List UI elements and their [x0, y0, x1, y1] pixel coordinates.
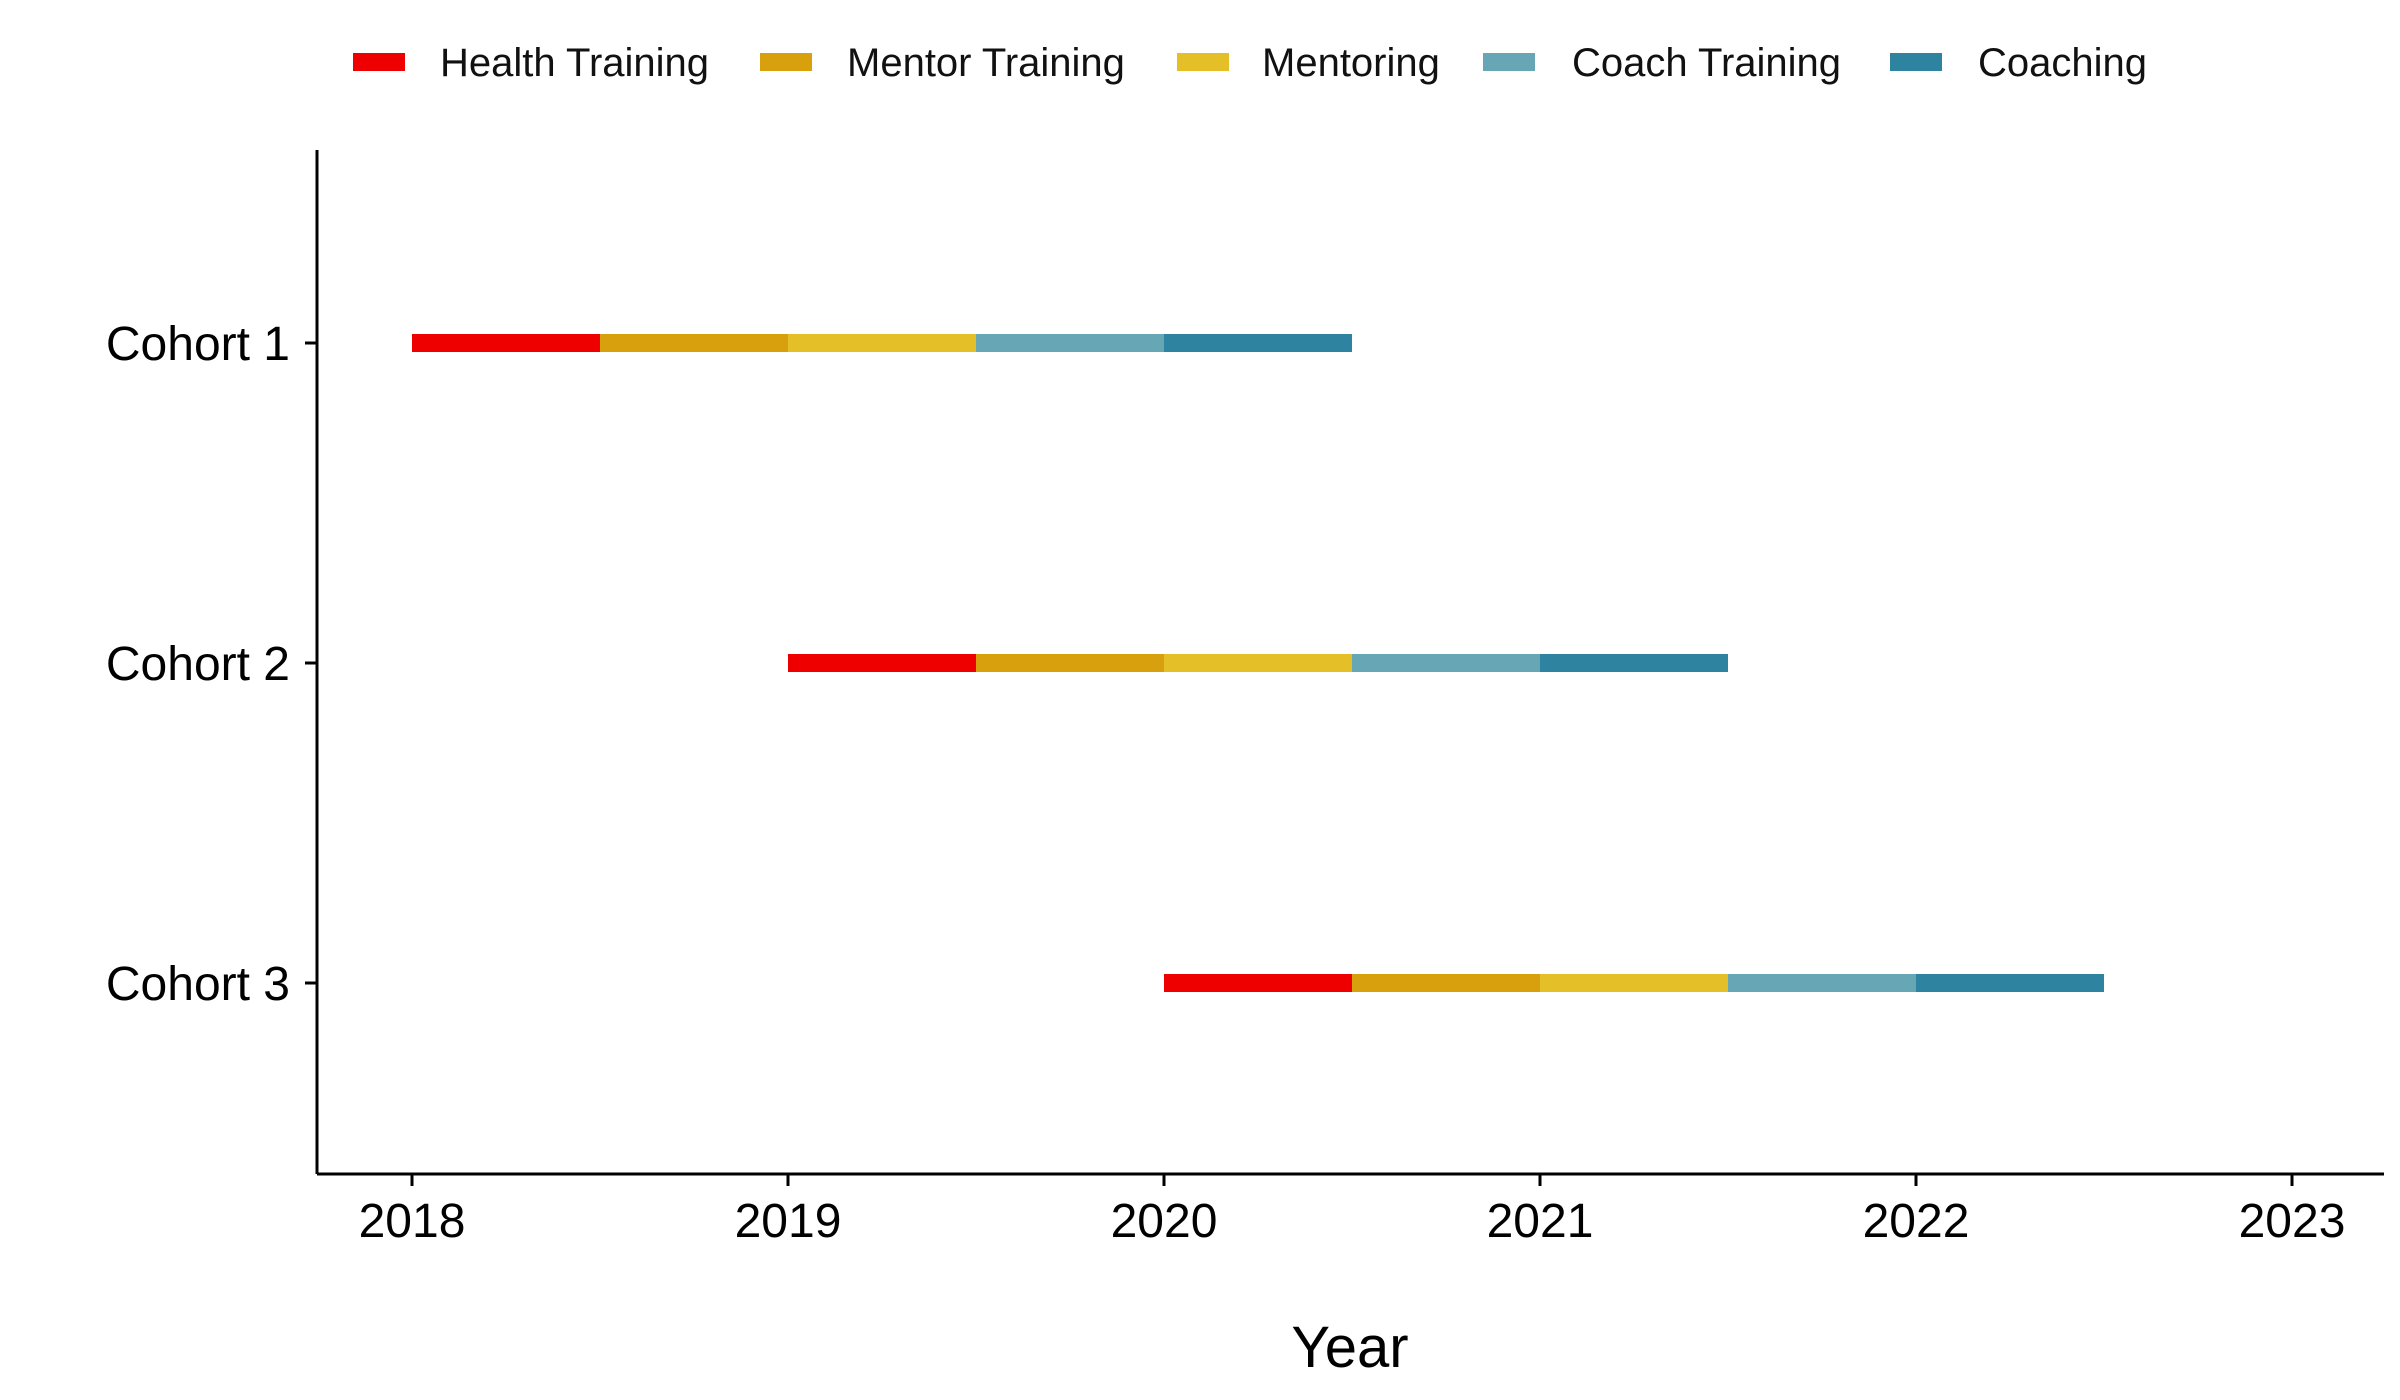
x-tick-label: 2022 [1863, 1195, 1970, 1248]
bar-cohort-3-mentoring [1540, 974, 1728, 992]
x-tick-label: 2021 [1487, 1195, 1594, 1248]
legend-label: Mentor Training [847, 41, 1125, 85]
legend-label: Coach Training [1572, 41, 1841, 85]
legend-item-coach-training: Coach Training [1483, 41, 1841, 85]
legend-swatch [353, 53, 405, 71]
bar-cohort-2-mentor-training [976, 654, 1164, 672]
bar-cohort-3-coach-training [1728, 974, 1916, 992]
x-tick-label: 2023 [2239, 1195, 2346, 1248]
legend-label: Health Training [440, 41, 709, 85]
y-tick-label: Cohort 1 [106, 318, 290, 371]
legend-item-mentoring: Mentoring [1177, 41, 1440, 85]
legend-item-mentor-training: Mentor Training [760, 41, 1125, 85]
x-axis-title: Year [1291, 1315, 1408, 1380]
x-tick-label: 2019 [735, 1195, 842, 1248]
legend-item-coaching: Coaching [1890, 41, 2147, 85]
legend-item-health-training: Health Training [353, 41, 709, 85]
bar-cohort-1-coach-training [976, 334, 1164, 352]
legend-swatch [1177, 53, 1229, 71]
bar-cohort-1-coaching [1164, 334, 1352, 352]
legend-swatch [1483, 53, 1535, 71]
legend: Health Training Mentor Training Mentoring C… [353, 41, 2147, 85]
plot-area [412, 334, 2104, 992]
y-tick-label: Cohort 2 [106, 638, 290, 691]
bar-cohort-2-coach-training [1352, 654, 1540, 672]
bar-cohort-3-coaching [1916, 974, 2104, 992]
bar-cohort-2-mentoring [1164, 654, 1352, 672]
axes: Cohort 1 Cohort 2 Cohort 3 2018 2019 2020 2021… [106, 150, 2384, 1248]
y-tick-label: Cohort 3 [106, 958, 290, 1011]
bar-cohort-2-coaching [1540, 654, 1728, 672]
series-cohort-2 [788, 654, 1728, 672]
x-tick-label: 2020 [1111, 1195, 1218, 1248]
bar-cohort-2-health-training [788, 654, 976, 672]
bar-cohort-1-health-training [412, 334, 600, 352]
x-tick-label: 2018 [359, 1195, 466, 1248]
bar-cohort-1-mentoring [788, 334, 976, 352]
legend-label: Coaching [1978, 41, 2147, 85]
bar-cohort-3-mentor-training [1352, 974, 1540, 992]
bar-cohort-3-health-training [1164, 974, 1352, 992]
legend-swatch [760, 53, 812, 71]
bar-cohort-1-mentor-training [600, 334, 788, 352]
legend-swatch [1890, 53, 1942, 71]
series-cohort-3 [1164, 974, 2104, 992]
series-cohort-1 [412, 334, 1352, 352]
legend-label: Mentoring [1262, 41, 1440, 85]
